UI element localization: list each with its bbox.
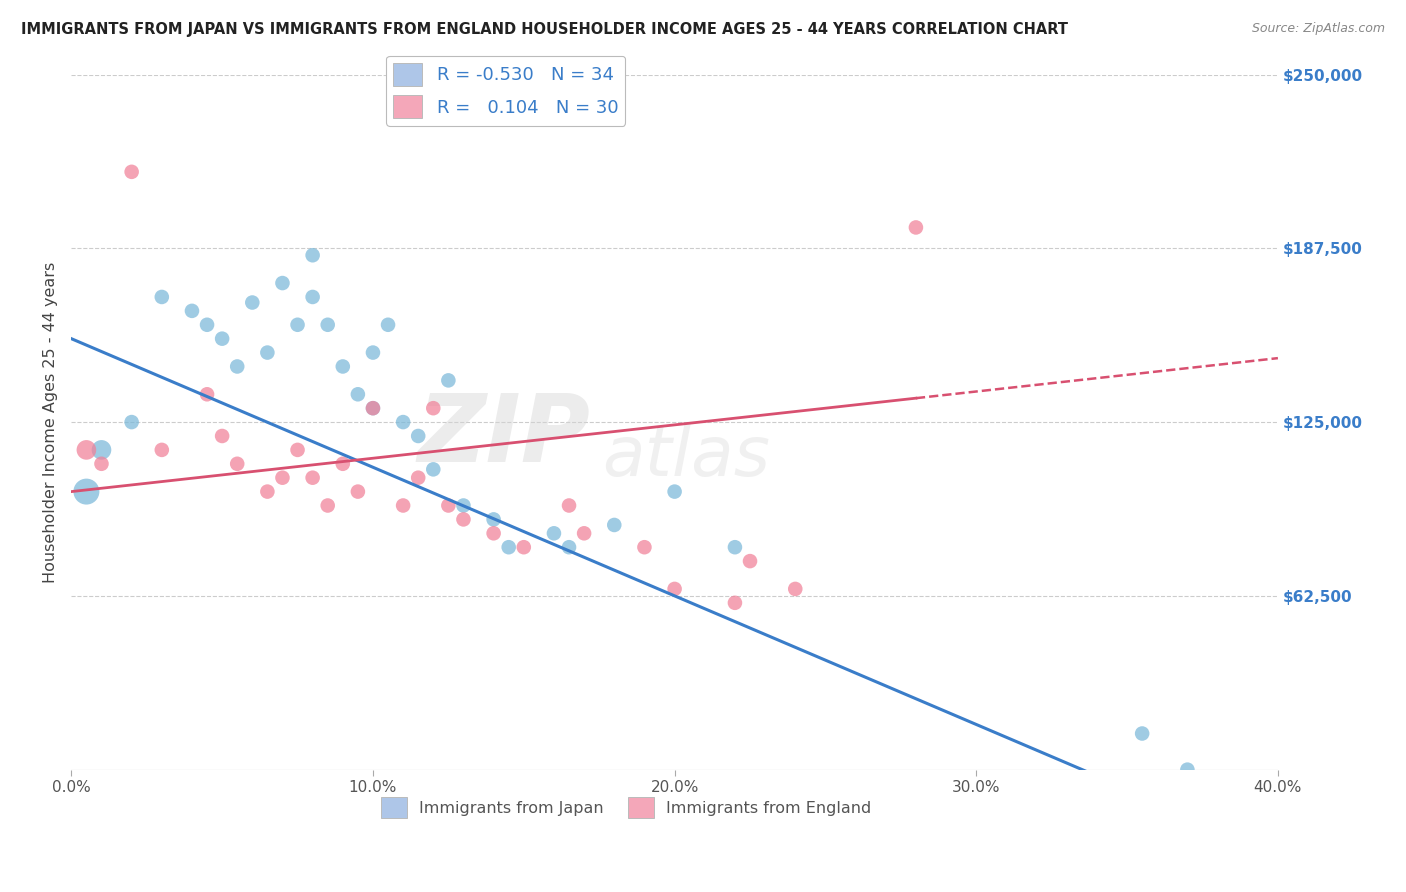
Point [256,345,278,359]
Point [437,373,460,387]
Text: atlas: atlas [602,424,770,491]
Text: ZIP: ZIP [418,390,591,482]
Point [558,540,581,554]
Point [904,220,927,235]
Point [332,359,354,374]
Point [1130,726,1153,740]
Point [785,582,807,596]
Point [406,429,429,443]
Text: IMMIGRANTS FROM JAPAN VS IMMIGRANTS FROM ENGLAND HOUSEHOLDER INCOME AGES 25 - 44: IMMIGRANTS FROM JAPAN VS IMMIGRANTS FROM… [21,22,1069,37]
Point [422,462,444,476]
Point [90,457,112,471]
Point [572,526,595,541]
Point [121,415,143,429]
Point [633,540,655,554]
Point [301,290,323,304]
Point [453,512,475,526]
Y-axis label: Householder Income Ages 25 - 44 years: Householder Income Ages 25 - 44 years [44,261,58,582]
Point [406,471,429,485]
Point [347,387,370,401]
Point [361,345,384,359]
Point [195,387,218,401]
Point [150,290,173,304]
Point [90,442,112,457]
Point [316,318,339,332]
Point [738,554,761,568]
Point [75,484,97,499]
Point [664,484,686,499]
Point [603,518,626,533]
Point [422,401,444,416]
Point [211,332,233,346]
Point [392,415,415,429]
Point [150,442,173,457]
Point [724,596,747,610]
Point [271,276,294,290]
Point [558,499,581,513]
Point [392,499,415,513]
Point [513,540,536,554]
Point [724,540,747,554]
Point [1177,763,1199,777]
Text: Source: ZipAtlas.com: Source: ZipAtlas.com [1251,22,1385,36]
Point [347,484,370,499]
Point [437,499,460,513]
Point [121,165,143,179]
Point [361,401,384,416]
Point [240,295,263,310]
Point [195,318,218,332]
Point [377,318,399,332]
Point [226,359,249,374]
Point [498,540,520,554]
Point [287,318,309,332]
Point [287,442,309,457]
Point [256,484,278,499]
Point [332,457,354,471]
Point [361,401,384,416]
Point [271,471,294,485]
Point [211,429,233,443]
Point [316,499,339,513]
Point [75,442,97,457]
Point [301,248,323,262]
Point [181,304,204,318]
Legend: Immigrants from Japan, Immigrants from England: Immigrants from Japan, Immigrants from E… [375,791,877,824]
Point [664,582,686,596]
Point [543,526,565,541]
Point [226,457,249,471]
Point [482,512,505,526]
Point [482,526,505,541]
Point [453,499,475,513]
Point [301,471,323,485]
